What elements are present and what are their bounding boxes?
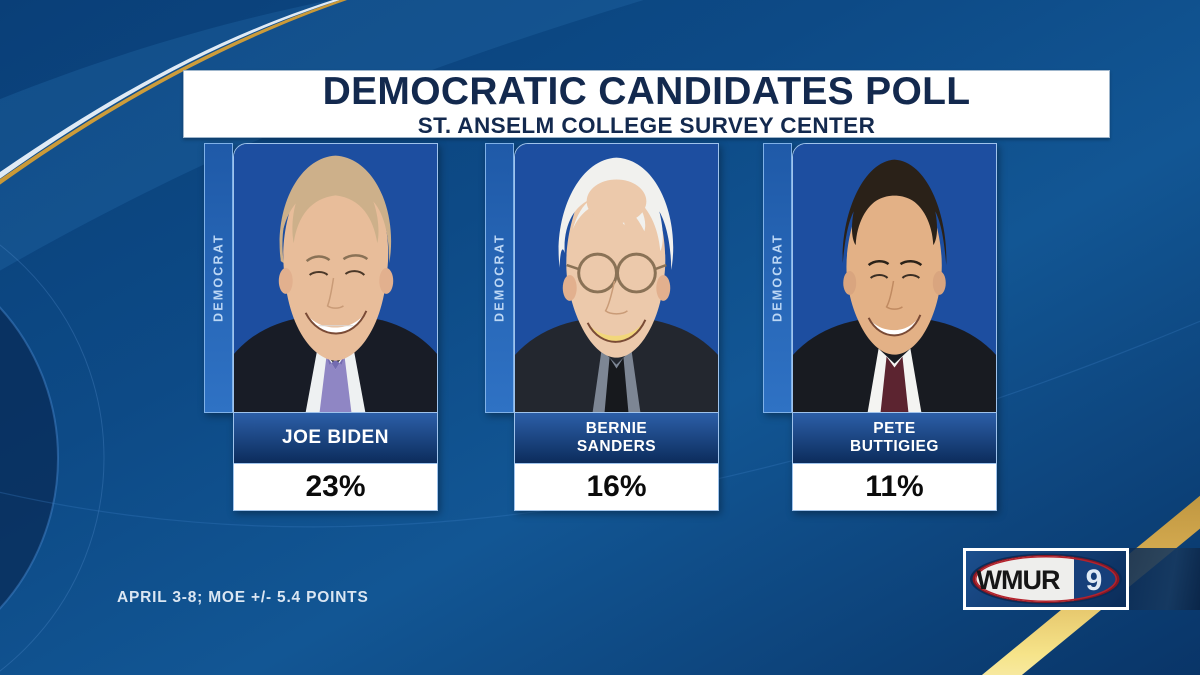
svg-text:WMUR: WMUR	[977, 565, 1060, 595]
svg-text:9: 9	[1086, 564, 1103, 597]
